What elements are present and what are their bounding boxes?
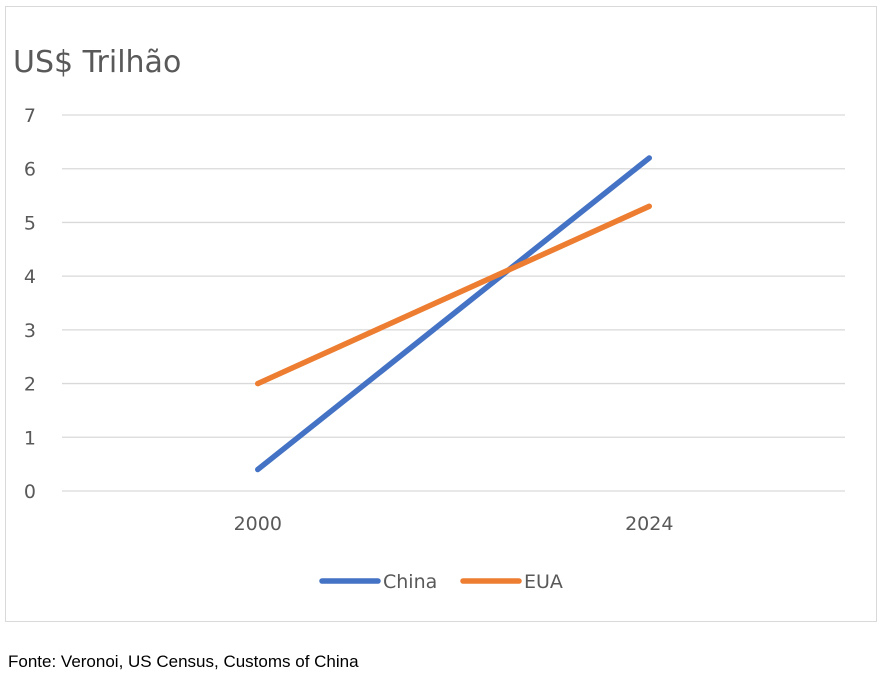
chart-title: US$ Trilhão (13, 45, 181, 80)
series-line-eua (255, 203, 652, 387)
legend-label-china: China (383, 571, 437, 593)
y-tick-label: 4 (24, 266, 36, 288)
series-line-china (255, 155, 652, 473)
source-note: Fonte: Veronoi, US Census, Customs of Ch… (8, 652, 359, 671)
x-tick-label: 2024 (625, 513, 673, 535)
x-axis-ticks: 2000 2024 (234, 513, 674, 535)
series-lines (255, 155, 652, 473)
y-tick-label: 1 (24, 427, 36, 449)
y-axis-ticks: 0 1 2 3 4 5 6 7 (24, 105, 36, 503)
y-tick-label: 5 (24, 212, 36, 234)
legend: China EUA (319, 571, 563, 593)
line-chart: US$ Trilhão 0 1 2 3 4 5 6 7 2000 2024 China EUA (13, 45, 845, 593)
y-tick-label: 7 (24, 105, 36, 127)
x-tick-label: 2000 (234, 513, 282, 535)
y-tick-label: 3 (24, 320, 36, 342)
y-tick-label: 2 (24, 374, 36, 396)
y-tick-label: 0 (24, 481, 36, 503)
chart-frame (5, 6, 877, 622)
gridlines (62, 114, 845, 492)
y-tick-label: 6 (24, 159, 36, 181)
legend-label-eua: EUA (524, 571, 563, 593)
